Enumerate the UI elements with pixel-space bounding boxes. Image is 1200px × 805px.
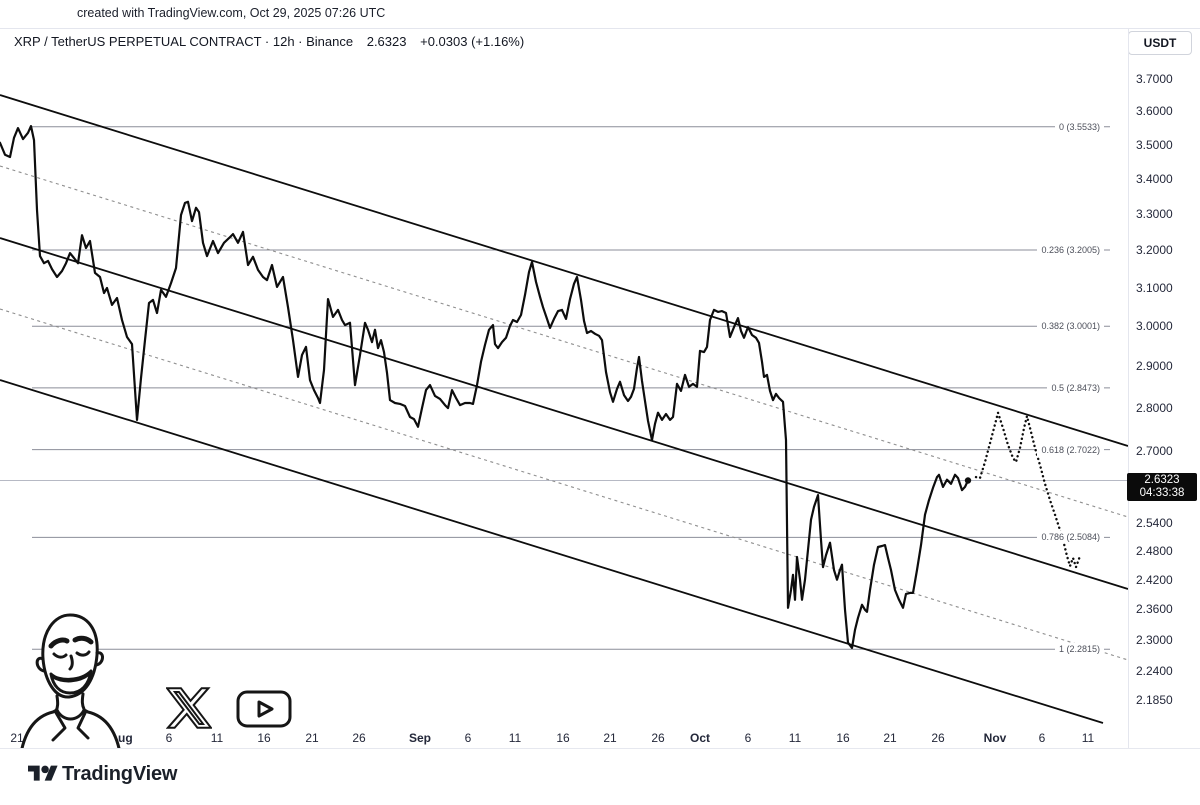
price-tick-label: 3.1000 (1136, 280, 1173, 295)
badge-countdown: 04:33:38 (1139, 486, 1185, 499)
x-logo-icon (166, 687, 212, 729)
price-tick-label: 3.3000 (1136, 206, 1173, 221)
fib-level-label: 0.786 (2.5084) (1037, 531, 1104, 544)
fib-level-label: 0.5 (2.8473) (1047, 381, 1104, 394)
time-tick-label: Sep (408, 731, 432, 745)
price-tick-label: 2.9000 (1136, 359, 1173, 374)
time-tick-label: 11 (1081, 731, 1095, 745)
symbol-title: XRP / TetherUS PERPETUAL CONTRACT · 12h … (14, 34, 354, 49)
time-tick-label: 16 (836, 731, 850, 745)
time-tick-label: 11 (210, 731, 224, 745)
time-tick-label: 21 (883, 731, 897, 745)
price-tick-label: 2.8000 (1136, 400, 1173, 415)
price-tick-label: 2.3600 (1136, 602, 1173, 617)
last-price-badge: 2.6323 04:33:38 (1127, 472, 1197, 501)
fib-level-label: 0.236 (3.2005) (1037, 244, 1104, 256)
footer-divider (0, 748, 1200, 749)
time-tick-label: 11 (788, 731, 802, 745)
header-last-price: 2.6323 (366, 34, 407, 49)
time-tick-label: 16 (257, 731, 271, 745)
badge-price: 2.6323 (1144, 473, 1180, 486)
time-tick-label: 6 (165, 731, 173, 745)
header-change: +0.0303 (+1.16%) (420, 34, 525, 49)
fib-level-label: 1 (2.2815) (1054, 643, 1104, 656)
attribution-text: created with TradingView.com, Oct 29, 20… (77, 6, 386, 20)
time-tick-label: Oct (689, 731, 711, 745)
header-bar: XRP / TetherUS PERPETUAL CONTRACT · 12h … (0, 29, 1200, 56)
time-tick-label: 16 (556, 731, 570, 745)
fib-level-label: 0.382 (3.0001) (1037, 320, 1104, 333)
tradingview-logo-icon[interactable] (28, 762, 58, 786)
time-tick-label: 6 (464, 731, 472, 745)
time-tick-label: Nov (983, 731, 1007, 745)
time-tick-label: 26 (651, 731, 665, 745)
price-tick-label: 2.3000 (1136, 632, 1173, 647)
time-tick-label: 6 (744, 731, 752, 745)
time-tick-label: 26 (57, 731, 71, 745)
price-tick-label: 2.4200 (1136, 572, 1173, 587)
top-bar: created with TradingView.com, Oct 29, 20… (0, 0, 1200, 29)
time-tick-label: 21 (603, 731, 617, 745)
price-tick-label: 2.5400 (1136, 515, 1173, 530)
price-tick-label: 2.2400 (1136, 663, 1173, 678)
time-tick-label: 6 (1038, 731, 1046, 745)
price-tick-label: 3.0000 (1136, 319, 1173, 334)
time-tick-label: 26 (931, 731, 945, 745)
time-tick-label: Aug (109, 731, 133, 745)
youtube-logo-icon (236, 690, 292, 728)
symbol-row: XRP / TetherUS PERPETUAL CONTRACT · 12h … (14, 34, 534, 49)
time-tick-label: 21 (10, 731, 24, 745)
fib-level-label: 0 (3.5533) (1054, 120, 1104, 133)
price-tick-label: 3.6000 (1136, 104, 1173, 119)
price-tick-label: 3.2000 (1136, 243, 1173, 258)
price-tick-label: 2.4800 (1136, 543, 1173, 558)
time-tick-label: 26 (352, 731, 366, 745)
tradingview-brand-text[interactable]: TradingView (62, 763, 178, 785)
fib-level-label: 0.618 (2.7022) (1037, 443, 1104, 456)
time-tick-label: 11 (508, 731, 522, 745)
price-tick-label: 2.1850 (1136, 693, 1173, 708)
currency-unit-button[interactable]: USDT (1128, 31, 1192, 55)
price-tick-label: 3.4000 (1136, 171, 1173, 186)
time-tick-label: 21 (305, 731, 319, 745)
price-tick-label: 3.7000 (1136, 71, 1173, 86)
price-axis-border (1128, 28, 1129, 748)
price-tick-label: 2.7000 (1136, 443, 1173, 458)
price-tick-label: 3.5000 (1136, 137, 1173, 152)
footer: TradingView (0, 749, 1200, 805)
